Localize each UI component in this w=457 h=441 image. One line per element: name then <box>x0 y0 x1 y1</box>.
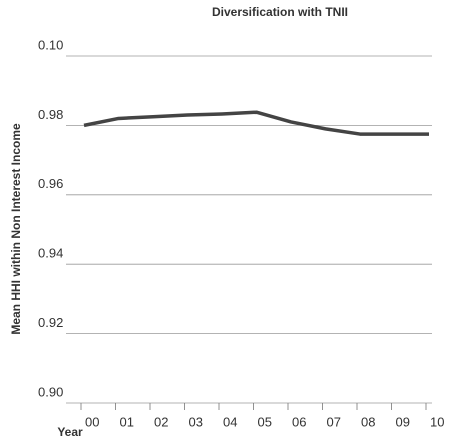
y-tick-label: 0.10 <box>38 37 63 52</box>
x-tick-label: 06 <box>292 414 306 429</box>
x-axis-label: Year <box>57 425 83 439</box>
y-tick-label: 0.92 <box>38 315 63 330</box>
y-tick-label: 0.98 <box>38 107 63 122</box>
chart-title: Diversification with TNII <box>212 5 348 19</box>
x-tick-label: 10 <box>430 414 444 429</box>
data-line <box>83 110 429 136</box>
y-tick-label: 0.90 <box>38 384 63 399</box>
x-tick-label: 08 <box>361 414 375 429</box>
x-tick-label: 00 <box>85 414 99 429</box>
x-tick-label: 09 <box>396 414 410 429</box>
y-axis-label: Mean HHI within Non Interest Income <box>9 123 23 335</box>
x-tick-label: 07 <box>327 414 341 429</box>
y-tick-label: 0.96 <box>38 176 63 191</box>
x-tick-label: 01 <box>120 414 134 429</box>
y-tick-label: 0.94 <box>38 246 63 261</box>
x-tick-label: 05 <box>258 414 272 429</box>
x-tick-label: 03 <box>189 414 203 429</box>
x-tick-label: 02 <box>154 414 168 429</box>
x-tick-label: 04 <box>223 414 237 429</box>
